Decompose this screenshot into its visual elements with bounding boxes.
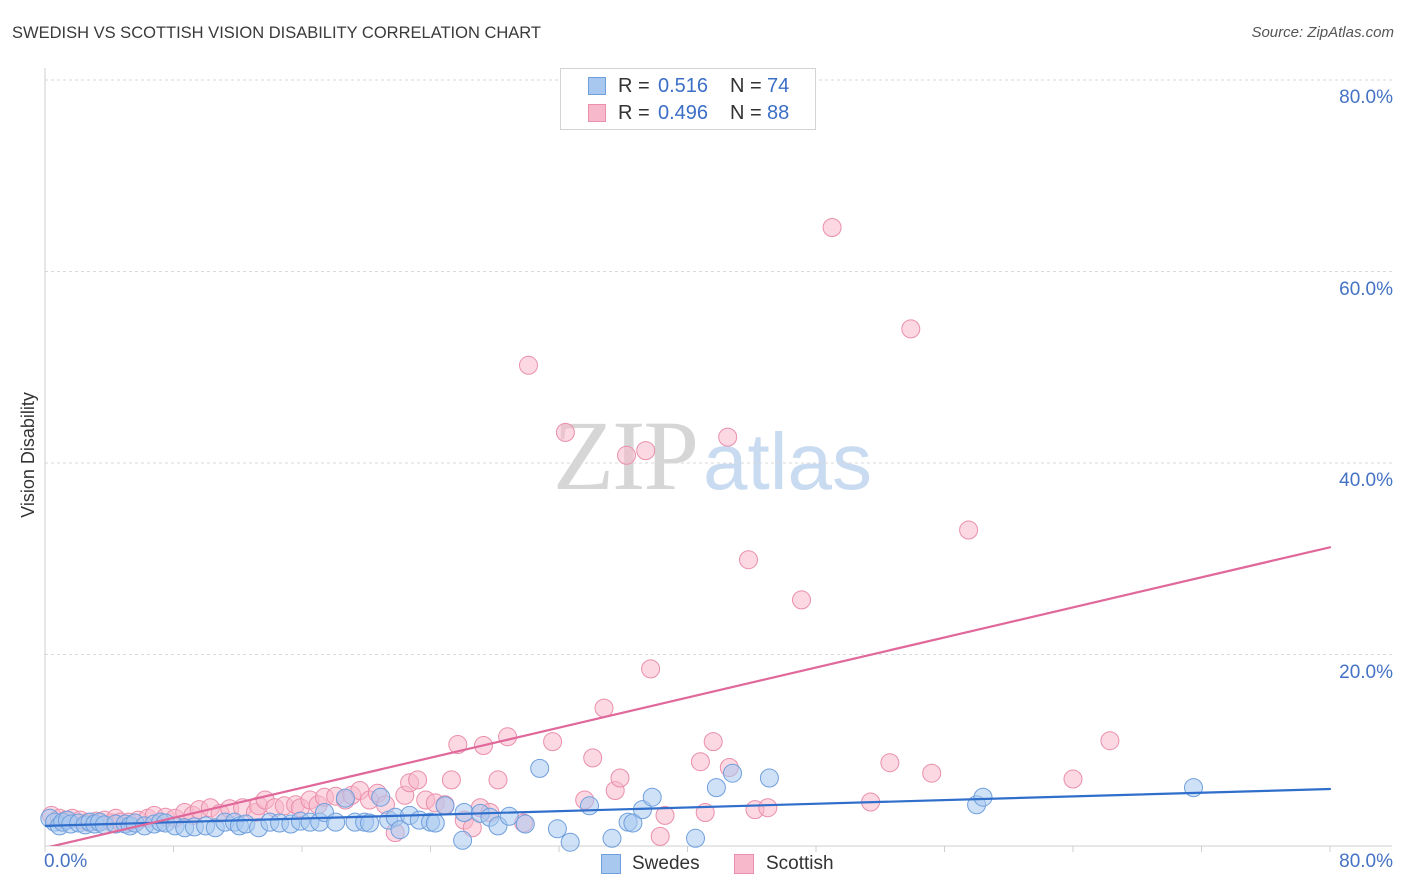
scottish-point [498, 727, 518, 747]
swedes-point [642, 787, 662, 807]
n-value: 88 [767, 102, 790, 124]
swedes-point [706, 778, 726, 798]
scottish-point [610, 768, 630, 788]
y-tick-label: 20.0% [1339, 661, 1393, 683]
swedes-point [723, 763, 742, 783]
scottish-point [441, 770, 461, 790]
scottish-point [641, 659, 661, 679]
scottish-point [739, 550, 758, 570]
r-label: R = [618, 75, 650, 97]
scottish-point [488, 770, 508, 790]
swedes-trend-line [45, 787, 1332, 827]
scottish-point [594, 698, 614, 718]
swedes-point [435, 796, 455, 816]
swedes-point [390, 820, 410, 840]
swedes-point [623, 813, 643, 833]
points-group [40, 218, 1203, 852]
trend-lines-group [45, 546, 1332, 846]
y-tick-label: 80.0% [1339, 87, 1393, 108]
stats-legend-row-swedes: R = 0.516 N = 74 [561, 73, 815, 99]
swedes-point [453, 830, 473, 850]
scottish-point [822, 218, 842, 237]
scottish-point [650, 826, 670, 846]
x-tick-label: 0.0% [44, 851, 88, 872]
scottish-point [880, 753, 900, 773]
swedes-points [40, 758, 1203, 852]
scottish-point [519, 355, 538, 375]
swedes-point [580, 796, 599, 816]
swedes-point [360, 813, 379, 833]
swedes-point [602, 828, 622, 848]
source-label: Source: ZipAtlas.com [1251, 24, 1394, 41]
n-label: N = [730, 75, 762, 97]
scottish-point [758, 798, 778, 818]
scottish-point [617, 445, 636, 465]
swedes-point [515, 814, 535, 834]
scottish-point [543, 732, 563, 752]
scottish-point [1100, 731, 1120, 751]
stats-legend: R = 0.516 N = 74 R = 0.496 N = 88 [560, 68, 816, 130]
scottish-point [1063, 769, 1083, 789]
scottish-point [583, 748, 603, 768]
scottish-point [408, 770, 428, 790]
swedes-point [530, 758, 550, 778]
r-value: 0.516 [658, 75, 709, 97]
swedes-point [499, 806, 519, 826]
legend-label-swedes: Swedes [632, 853, 700, 874]
scottish-point [655, 805, 675, 825]
swedes-point [454, 803, 474, 822]
legend-swatch-scottish [734, 854, 754, 874]
scottish-swatch [588, 104, 606, 122]
scottish-points [41, 218, 1120, 846]
chart-title: SWEDISH VS SCOTTISH VISION DISABILITY CO… [12, 24, 542, 42]
r-value: 0.496 [658, 102, 709, 124]
x-tick-label: 80.0% [1339, 851, 1393, 872]
scottish-point [901, 319, 921, 339]
scottish-point [448, 735, 468, 754]
legend-label-scottish: Scottish [766, 853, 834, 874]
swedes-point [686, 828, 705, 848]
swedes-point [547, 819, 567, 839]
swedes-point [560, 832, 580, 852]
swedes-point [425, 813, 445, 833]
scottish-point [959, 520, 979, 540]
legend-swatch-swedes [601, 854, 621, 874]
swedes-swatch [588, 77, 606, 95]
scottish-point [703, 732, 723, 752]
scottish-point [718, 427, 738, 447]
swedes-point [973, 787, 993, 807]
swedes-point [371, 787, 391, 807]
scottish-point [792, 590, 811, 610]
swedes-point [335, 788, 355, 808]
scottish-point [690, 752, 710, 772]
scottish-point [636, 441, 656, 461]
scottish-trend-line [48, 546, 1332, 846]
n-label: N = [730, 102, 762, 124]
swedes-point [326, 812, 346, 832]
y-tick-label: 60.0% [1339, 278, 1393, 300]
scottish-point [462, 818, 482, 838]
y-tick-label: 40.0% [1339, 470, 1393, 491]
scottish-point [922, 763, 942, 783]
stats-legend-row-scottish: R = 0.496 N = 88 [561, 100, 815, 126]
n-value: 74 [767, 75, 790, 97]
r-label: R = [618, 102, 650, 124]
swedes-point [759, 768, 779, 788]
scottish-point [555, 422, 575, 442]
